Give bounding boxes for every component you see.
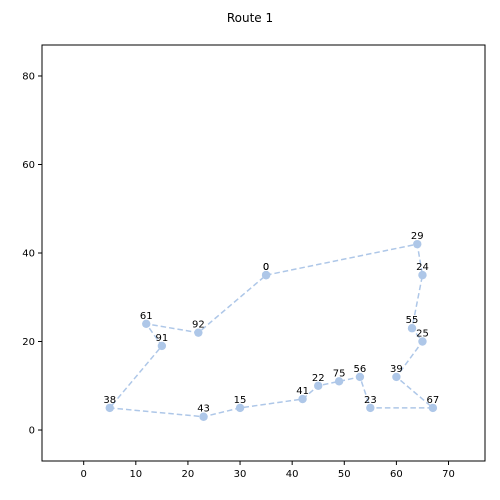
point-label: 61 [140, 311, 153, 322]
route-point [142, 319, 151, 329]
route-point [298, 394, 307, 404]
route-point [235, 403, 245, 413]
point-label: 43 [197, 404, 210, 415]
chart-title: Route 1 [227, 11, 273, 25]
y-tick-label: 20 [22, 337, 35, 348]
point-label: 67 [427, 395, 440, 406]
x-tick-label: 40 [286, 469, 299, 480]
y-tick-label: 80 [22, 71, 35, 82]
point-label: 25 [416, 329, 429, 340]
point-label: 39 [390, 364, 403, 375]
x-tick-label: 50 [338, 469, 351, 480]
route-point [105, 403, 114, 413]
y-tick-label: 40 [22, 249, 35, 260]
x-tick-label: 60 [390, 469, 403, 480]
route-point [199, 412, 208, 421]
x-tick-label: 10 [129, 469, 142, 480]
route-point [418, 337, 427, 346]
y-tick-label: 60 [22, 160, 35, 171]
route-line [108, 243, 435, 418]
point-label: 75 [333, 368, 346, 379]
point-label: 41 [296, 386, 309, 397]
route-point [418, 270, 427, 280]
route-point [413, 239, 422, 249]
route-point [392, 372, 401, 382]
route-point [334, 377, 344, 386]
route-point [366, 403, 375, 413]
point-label: 91 [156, 333, 169, 344]
point-label: 55 [406, 315, 419, 326]
route-point [428, 403, 438, 413]
x-tick-label: 30 [234, 469, 247, 480]
route-point [355, 372, 365, 382]
point-label: 15 [234, 395, 247, 406]
route-point [157, 341, 167, 351]
point-label: 92 [192, 320, 205, 331]
point-label: 24 [416, 262, 429, 273]
point-label: 56 [354, 364, 367, 375]
y-axis: 0 20 40 60 80 [22, 71, 42, 437]
x-tick-label: 0 [81, 469, 87, 480]
point-label: 29 [411, 231, 424, 242]
point-label: 0 [263, 262, 269, 273]
point-label: 0 [263, 262, 269, 273]
x-axis: 0 10 20 30 40 50 60 70 [81, 461, 455, 480]
point-label: 23 [364, 395, 377, 406]
point-label: 38 [103, 395, 116, 406]
route-point [314, 381, 323, 390]
route-point [261, 270, 271, 280]
x-tick-label: 20 [182, 469, 195, 480]
point-label: 22 [312, 373, 325, 384]
x-tick-label: 70 [442, 469, 455, 480]
route-point [194, 328, 203, 337]
route-point [407, 324, 417, 333]
y-tick-label: 0 [29, 426, 35, 437]
